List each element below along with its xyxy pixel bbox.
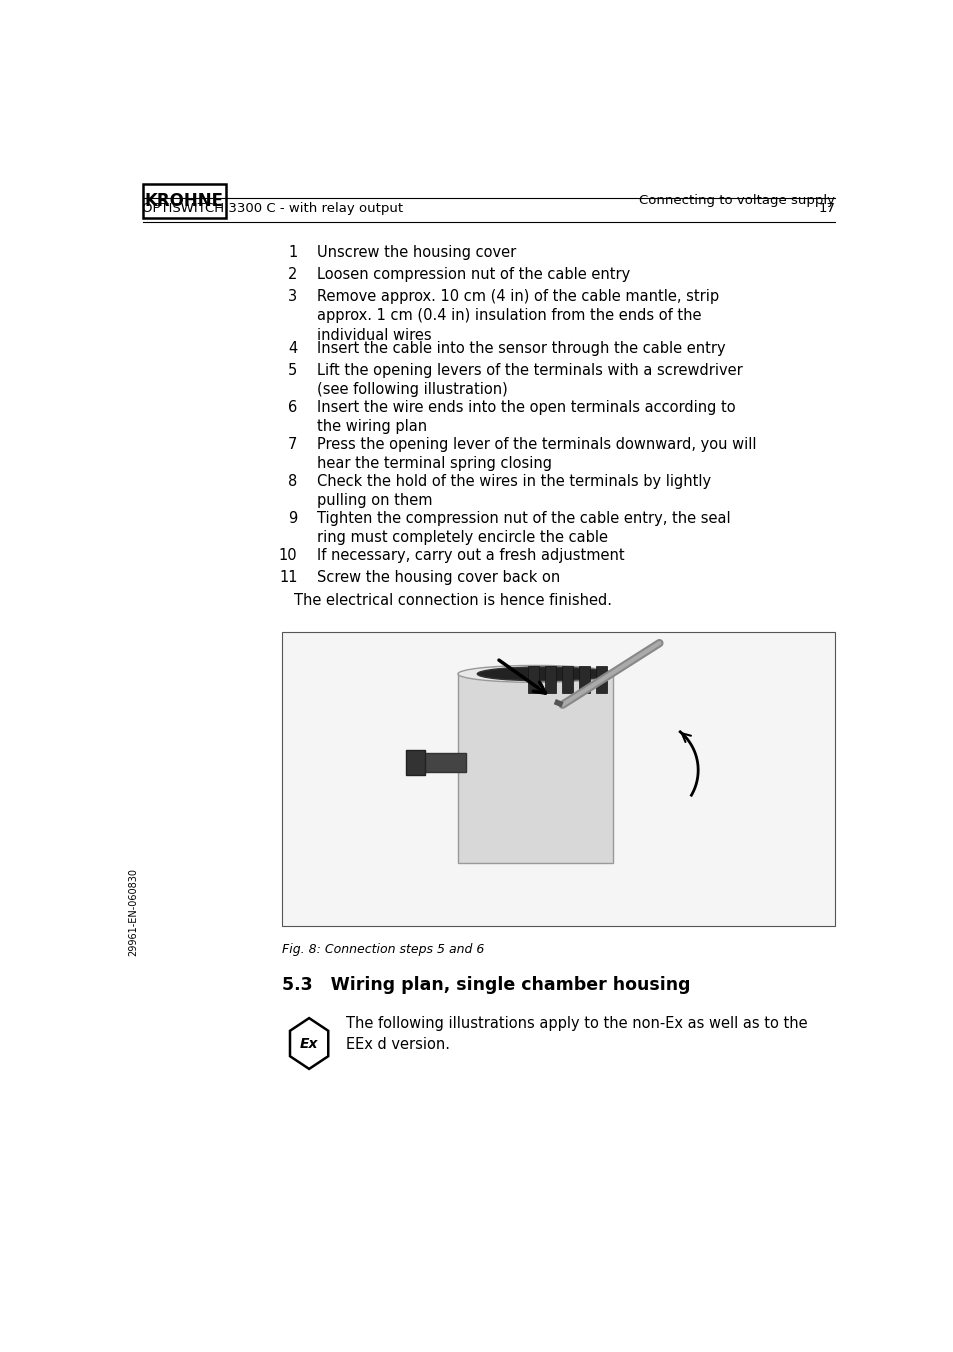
Text: 11: 11 bbox=[278, 571, 297, 585]
Bar bbox=[527, 667, 537, 694]
Text: OPTISWITCH 3300 C - with relay output: OPTISWITCH 3300 C - with relay output bbox=[142, 201, 403, 215]
Text: KROHNE: KROHNE bbox=[145, 192, 224, 210]
Text: 5.3   Wiring plan, single chamber housing: 5.3 Wiring plan, single chamber housing bbox=[282, 976, 690, 994]
Ellipse shape bbox=[476, 667, 608, 681]
Bar bbox=[282, 631, 835, 926]
Text: The following illustrations apply to the non-Ex as well as to the
EEx d version.: The following illustrations apply to the… bbox=[345, 1015, 806, 1052]
Bar bbox=[561, 667, 572, 694]
Ellipse shape bbox=[457, 665, 612, 683]
Text: 1: 1 bbox=[288, 246, 297, 261]
Text: Loosen compression nut of the cable entry: Loosen compression nut of the cable entr… bbox=[316, 268, 630, 283]
Text: Tighten the compression nut of the cable entry, the seal
ring must completely en: Tighten the compression nut of the cable… bbox=[316, 511, 730, 545]
Text: Insert the cable into the sensor through the cable entry: Insert the cable into the sensor through… bbox=[316, 341, 724, 357]
Text: 9: 9 bbox=[288, 511, 297, 526]
Text: Lift the opening levers of the terminals with a screwdriver
(see following illus: Lift the opening levers of the terminals… bbox=[316, 364, 741, 397]
Text: Check the hold of the wires in the terminals by lightly
pulling on them: Check the hold of the wires in the termi… bbox=[316, 475, 710, 508]
Text: Unscrew the housing cover: Unscrew the housing cover bbox=[316, 246, 516, 261]
Bar bbox=[422, 753, 465, 772]
Text: 29961-EN-060830: 29961-EN-060830 bbox=[128, 868, 138, 956]
Text: 6: 6 bbox=[288, 400, 297, 415]
Bar bbox=[457, 673, 612, 863]
Text: Connecting to voltage supply: Connecting to voltage supply bbox=[639, 195, 835, 207]
Bar bbox=[406, 750, 424, 775]
Text: 5: 5 bbox=[288, 364, 297, 379]
Text: 4: 4 bbox=[288, 341, 297, 357]
Text: Insert the wire ends into the open terminals according to
the wiring plan: Insert the wire ends into the open termi… bbox=[316, 400, 735, 434]
Text: 10: 10 bbox=[278, 548, 297, 562]
Bar bbox=[142, 184, 226, 218]
Text: Press the opening lever of the terminals downward, you will
hear the terminal sp: Press the opening lever of the terminals… bbox=[316, 437, 756, 472]
Text: Remove approx. 10 cm (4 in) of the cable mantle, strip
approx. 1 cm (0.4 in) ins: Remove approx. 10 cm (4 in) of the cable… bbox=[316, 289, 719, 342]
Polygon shape bbox=[290, 1018, 328, 1069]
Text: If necessary, carry out a fresh adjustment: If necessary, carry out a fresh adjustme… bbox=[316, 548, 624, 562]
Bar bbox=[544, 667, 555, 694]
Bar bbox=[578, 667, 589, 694]
Text: The electrical connection is hence finished.: The electrical connection is hence finis… bbox=[294, 594, 611, 608]
Text: 7: 7 bbox=[288, 437, 297, 452]
Text: 2: 2 bbox=[288, 268, 297, 283]
Text: 8: 8 bbox=[288, 475, 297, 489]
Bar bbox=[596, 667, 606, 694]
Text: 17: 17 bbox=[818, 201, 835, 215]
Text: 3: 3 bbox=[288, 289, 297, 304]
Text: Fig. 8: Connection steps 5 and 6: Fig. 8: Connection steps 5 and 6 bbox=[282, 942, 484, 956]
Text: Ex: Ex bbox=[299, 1037, 318, 1051]
Text: Screw the housing cover back on: Screw the housing cover back on bbox=[316, 571, 559, 585]
